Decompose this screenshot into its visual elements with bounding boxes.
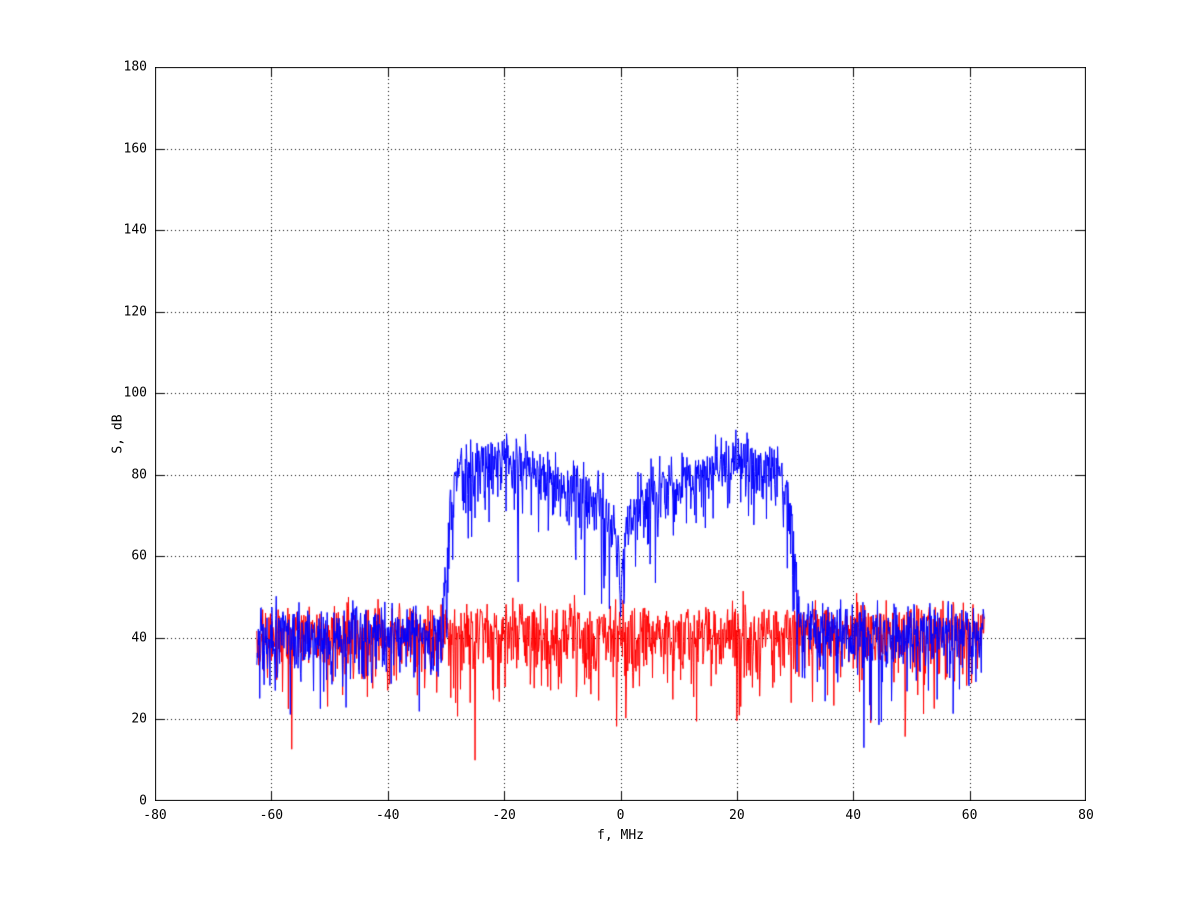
y-tick-label: 120: [123, 304, 147, 320]
x-tick-label: 60: [961, 808, 978, 823]
y-tick-label: 180: [123, 59, 147, 75]
x-tick-label: -80: [143, 808, 167, 823]
y-axis-label: S, dB: [110, 414, 126, 454]
x-tick-label: 80: [1078, 808, 1094, 823]
x-tick-label: 40: [845, 808, 862, 823]
y-tick-label: 140: [123, 222, 147, 238]
y-tick-label: 40: [131, 630, 147, 646]
x-axis-label: f, MHz: [597, 828, 644, 843]
y-tick-label: 100: [123, 385, 147, 401]
y-tick-label: 80: [131, 467, 147, 483]
y-tick-label: 20: [131, 711, 147, 727]
x-tick-label: 0: [616, 808, 625, 823]
x-tick-label: -20: [492, 808, 516, 823]
y-tick-label: 0: [139, 793, 147, 809]
plot-canvas: [155, 67, 1086, 801]
y-tick-label: 60: [131, 548, 147, 564]
x-tick-label: -60: [259, 808, 284, 823]
x-tick-label: 20: [729, 808, 745, 823]
x-tick-label: -40: [376, 808, 400, 823]
y-tick-label: 160: [123, 141, 147, 157]
